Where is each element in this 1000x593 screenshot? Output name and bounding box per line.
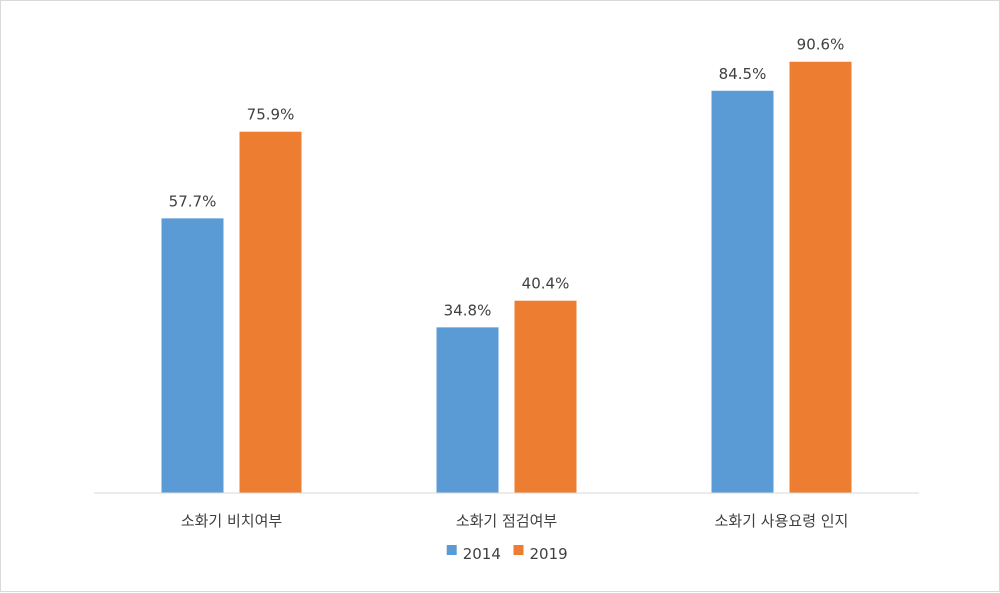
bar-2019-1: [239, 131, 302, 493]
category-labels-layer: 소화기 비치여부 소화기 점검여부 소화기 사용요령 인지: [181, 512, 849, 530]
legend-swatch-2019: [513, 545, 524, 555]
bar-2019-2: [514, 300, 577, 493]
data-label-2019-2: 40.4%: [522, 275, 570, 293]
bar-2014-2: [436, 327, 499, 493]
category-label-2: 소화기 점검여부: [456, 512, 558, 530]
legend-label-2014: 2014: [463, 545, 501, 563]
category-label-3: 소화기 사용요령 인지: [715, 512, 849, 530]
bar-2014-3: [711, 90, 774, 493]
data-label-2014-3: 84.5%: [719, 65, 767, 83]
data-label-2019-1: 75.9%: [247, 106, 295, 124]
legend-swatch-2014: [446, 545, 457, 555]
data-labels-layer: 57.7% 75.9% 34.8% 40.4% 84.5% 90.6%: [169, 36, 845, 320]
data-label-2014-2: 34.8%: [444, 301, 492, 319]
legend-label-2019: 2019: [530, 545, 568, 563]
bar-2014-1: [161, 218, 224, 493]
category-label-1: 소화기 비치여부: [181, 512, 283, 530]
data-label-2019-3: 90.6%: [797, 36, 845, 54]
bar-2019-3: [789, 61, 852, 494]
data-label-2014-1: 57.7%: [169, 192, 217, 210]
bars-layer: [161, 61, 852, 494]
legend: 2014 2019: [446, 545, 568, 563]
